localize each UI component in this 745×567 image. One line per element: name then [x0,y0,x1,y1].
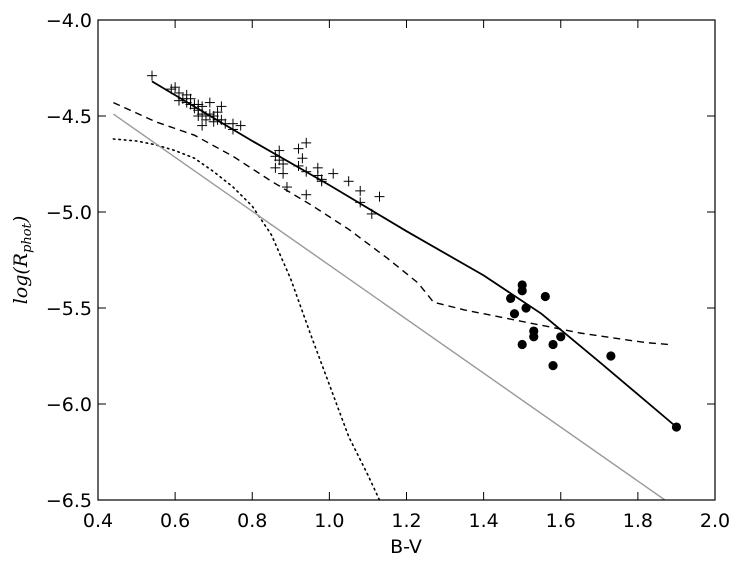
plus-marker [374,191,385,202]
plus-marker [270,151,281,162]
x-tick-label: 2.0 [700,510,730,532]
plus-marker [281,182,292,193]
plus-marker [166,84,177,95]
circle-marker [509,309,520,319]
x-tick-label: 0.6 [160,510,190,532]
plus-marker [200,114,211,125]
plus-marker [278,168,289,179]
circle-marker [548,361,558,371]
tick-labels-layer: 0.4 0.6 0.8 1.0 1.2 1.4 1.6 1.8 2.0 −6.5 −6.0 −5.5 −… [46,10,730,532]
x-tick-label: 0.8 [237,510,267,532]
plus-marker [197,120,208,131]
plus-marker [297,153,308,164]
plus-marker [274,155,285,166]
circle-marker [517,339,527,350]
series-solid-line-5 [112,113,666,501]
plus-marker [216,101,227,112]
x-tick-label: 0.4 [83,510,113,532]
x-tick-label: 1.0 [314,510,344,532]
x-tick-label: 1.6 [546,510,576,532]
plus-marker [343,176,354,187]
plus-marker [316,176,327,187]
circle-marker [671,422,682,432]
plus-marker [146,70,157,81]
circle-marker [517,286,527,296]
plus-marker [181,97,192,108]
plus-marker [328,168,339,179]
series-solid-line-2 [151,80,677,428]
plus-marker [227,124,238,135]
plus-marker [301,137,312,148]
plus-marker [355,197,366,208]
plus-marker [204,97,215,108]
plus-marker [301,166,312,177]
circle-marker [548,339,558,350]
y-tick-label: −6.0 [46,394,92,416]
y-axis-label-close: ) [10,216,32,224]
plus-marker [173,95,184,106]
plus-marker [216,114,227,125]
y-tick-label: −5.0 [46,202,92,224]
circle-marker [606,351,616,361]
x-tick-label: 1.8 [623,510,653,532]
plus-marker [301,189,312,200]
circle-marker [529,332,539,342]
plus-marker [235,120,246,131]
plus-marker [204,109,215,120]
data-layer [112,70,682,501]
plus-marker [293,143,304,154]
y-axis-label: log(Rphot) [10,216,35,305]
x-axis-label: B-V [390,536,422,558]
series-dotted-line-4 [112,138,381,501]
ticks-layer [97,19,716,501]
plus-marker [293,160,304,171]
plus-marker [312,170,323,181]
y-tick-label: −5.5 [46,298,92,320]
y-tick-label: −6.5 [46,490,92,512]
circle-marker [521,303,531,313]
plus-marker [170,82,181,93]
series-dashed-line-3 [113,101,669,346]
x-tick-label: 1.2 [391,510,421,532]
y-axis-label-subscript: phot [20,222,35,253]
plus-marker [274,145,285,156]
y-tick-label: −4.0 [46,10,92,32]
plus-marker [355,185,366,196]
circle-marker [556,332,566,342]
plus-marker [208,116,219,127]
x-tick-label: 1.4 [469,510,499,532]
plus-marker [366,208,377,219]
y-axis-label-main: log(R [10,253,32,304]
plus-marker [278,159,289,169]
plus-marker [270,162,281,173]
y-tick-label: −4.5 [46,106,92,128]
circle-marker [540,291,550,302]
plus-marker [189,103,200,114]
circle-marker [506,293,516,303]
